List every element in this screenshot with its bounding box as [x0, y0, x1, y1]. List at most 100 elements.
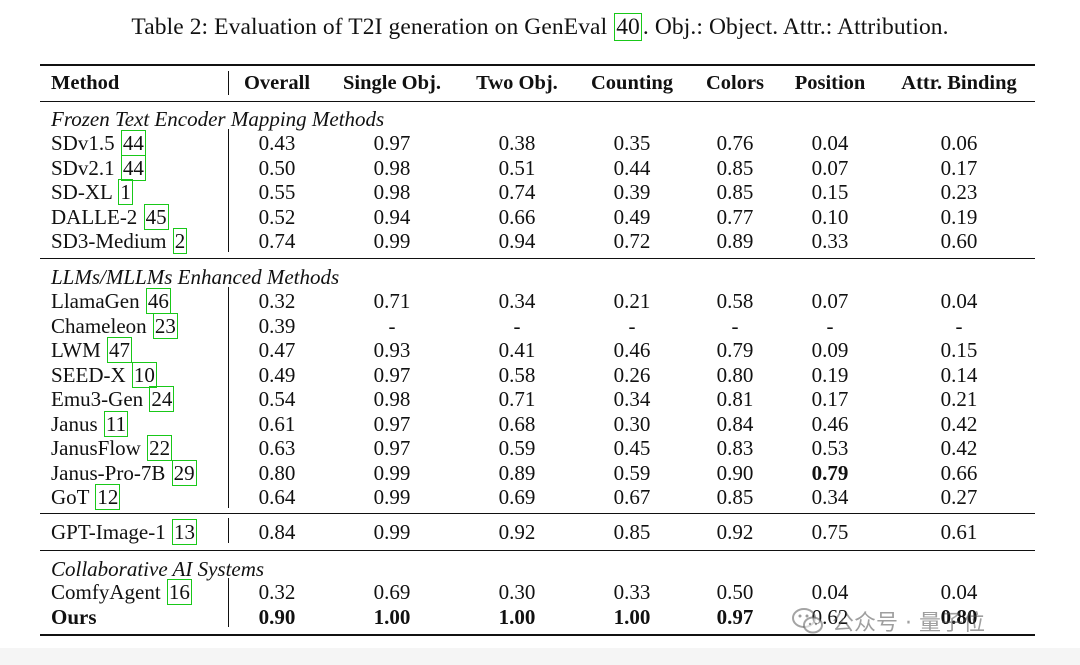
cell-two-obj: 0.58: [498, 362, 536, 387]
method-name: JanusFlow: [51, 436, 141, 460]
citation-link[interactable]: 44: [120, 154, 146, 181]
cell-position: 0.07: [811, 289, 849, 313]
method-cell: DALLE-2 45: [51, 203, 170, 230]
citation-link[interactable]: 10: [131, 361, 157, 388]
cell-colors: 0.85: [716, 180, 754, 204]
section-divider: [40, 258, 1035, 259]
citation-link[interactable]: 44: [120, 130, 146, 156]
section-title: Frozen Text Encoder Mapping Methods: [51, 107, 385, 131]
table-row: Janus-Pro-7B 29 0.80 0.99 0.89 0.59 0.90 0.79 0…: [0, 459, 1080, 486]
cell-single-obj: 0.97: [373, 362, 411, 387]
cell-counting: 0.45: [613, 436, 651, 460]
method-name: GoT: [51, 485, 90, 509]
header-counting: Counting: [590, 72, 674, 94]
method-cell: SDv2.1 44: [51, 154, 147, 181]
cell-single-obj: 0.99: [373, 229, 411, 253]
method-name: SDv2.1: [51, 155, 115, 180]
citation-link[interactable]: 23: [152, 312, 178, 339]
cell-colors: 0.85: [716, 485, 754, 509]
table-row: GPT-Image-1 13 0.84 0.99 0.92 0.85 0.92 0.75 0.…: [0, 519, 1080, 545]
method-name: GPT-Image-1: [51, 520, 166, 544]
table-row: Ours 0.90 1.00 1.00 1.00 0.97 0.62 0.80: [0, 605, 1080, 629]
cell-counting: 0.59: [613, 460, 651, 485]
method-cell: Janus 11: [51, 410, 129, 437]
cell-position: 0.19: [811, 362, 849, 387]
cell-position: 0.04: [811, 131, 849, 155]
cell-attr-binding: 0.17: [940, 155, 978, 180]
citation-link[interactable]: 1: [118, 179, 133, 205]
citation-link[interactable]: 46: [145, 288, 171, 314]
method-name: SD3-Medium: [51, 229, 167, 253]
cell-attr-binding: -: [955, 313, 963, 338]
citation-link[interactable]: 45: [143, 203, 169, 230]
cell-attr-binding: 0.66: [940, 460, 978, 485]
method-name: LWM: [51, 338, 101, 362]
table-row: ComfyAgent 16 0.32 0.69 0.30 0.33 0.50 0.04 0.0…: [0, 579, 1080, 605]
cell-colors: 0.76: [716, 131, 754, 155]
cell-colors: 0.80: [716, 362, 754, 387]
method-cell: GoT 12: [51, 484, 121, 510]
citation-link[interactable]: 24: [149, 386, 175, 412]
citation-link[interactable]: 12: [95, 484, 121, 510]
citation-link[interactable]: 2: [172, 228, 188, 254]
method-cell: Chameleon 23: [51, 312, 179, 339]
cell-two-obj: 0.41: [498, 338, 536, 362]
table-row: DALLE-2 45 0.52 0.94 0.66 0.49 0.77 0.10 0.19: [0, 203, 1080, 230]
cell-two-obj: 0.38: [498, 131, 536, 155]
cell-overall: 0.54: [258, 387, 296, 411]
cell-counting: 0.30: [613, 411, 651, 436]
method-cell: ComfyAgent 16: [51, 579, 193, 605]
cell-two-obj: 0.34: [498, 289, 536, 313]
wechat-icon: [792, 608, 823, 634]
cell-position: -: [826, 313, 834, 338]
cell-two-obj: 0.68: [498, 411, 536, 436]
header-overall: Overall: [243, 72, 311, 94]
cell-single-obj: 0.98: [373, 387, 411, 411]
table-row: LWM 47 0.47 0.93 0.41 0.46 0.79 0.09 0.15: [0, 337, 1080, 363]
citation-link[interactable]: 11: [103, 410, 129, 437]
method-cell: SD3-Medium 2: [51, 228, 188, 254]
citation-link[interactable]: 47: [107, 337, 133, 363]
cell-position: 0.53: [811, 436, 849, 460]
column-divider: [228, 518, 229, 543]
method-name: SD-XL: [51, 180, 113, 204]
cell-overall: 0.55: [258, 180, 296, 204]
method-name: SEED-X: [51, 362, 126, 387]
citation-link[interactable]: 13: [171, 519, 197, 545]
header-single-obj: Single Obj.: [343, 72, 441, 94]
section-divider: [40, 550, 1035, 551]
column-divider: [228, 129, 229, 252]
table-row: Janus 11 0.61 0.97 0.68 0.30 0.84 0.46 0.42: [0, 410, 1080, 437]
method-name: Emu3-Gen: [51, 387, 144, 411]
citation-link[interactable]: 29: [171, 459, 197, 486]
header-column-divider: [228, 71, 229, 95]
citation-link[interactable]: 16: [166, 579, 192, 605]
cell-attr-binding: 0.23: [940, 180, 978, 204]
cell-single-obj: 1.00: [373, 604, 411, 629]
cell-overall: 0.90: [258, 604, 296, 629]
cell-two-obj: 0.74: [498, 180, 536, 204]
citation-link[interactable]: 22: [147, 435, 173, 461]
cell-colors: -: [731, 313, 739, 338]
cell-colors: 0.92: [716, 520, 754, 544]
caption-suffix: . Obj.: Object. Attr.: Attribution.: [642, 14, 949, 40]
cell-single-obj: 0.97: [373, 131, 411, 155]
cell-colors: 0.84: [716, 411, 754, 436]
cell-overall: 0.47: [258, 338, 296, 362]
method-name: Ours: [51, 604, 97, 629]
table-row: SDv1.5 44 0.43 0.97 0.38 0.35 0.76 0.04 0.06: [0, 130, 1080, 156]
method-name: DALLE-2: [51, 204, 138, 229]
caption-citation-link[interactable]: 40: [614, 13, 642, 41]
watermark: 公众号 · 量子位: [790, 603, 985, 639]
cell-two-obj: 0.59: [498, 436, 536, 460]
cell-two-obj: 0.69: [498, 485, 536, 509]
cell-colors: 0.97: [716, 604, 754, 629]
cell-single-obj: 0.99: [373, 520, 411, 544]
table-row: LlamaGen 46 0.32 0.71 0.34 0.21 0.58 0.07 0.04: [0, 288, 1080, 314]
cell-colors: 0.83: [716, 436, 754, 460]
cell-counting: 0.21: [613, 289, 651, 313]
cell-position: 0.75: [811, 520, 849, 544]
column-divider: [228, 578, 229, 627]
cell-overall: 0.74: [258, 229, 296, 253]
cell-position: 0.04: [811, 580, 849, 604]
